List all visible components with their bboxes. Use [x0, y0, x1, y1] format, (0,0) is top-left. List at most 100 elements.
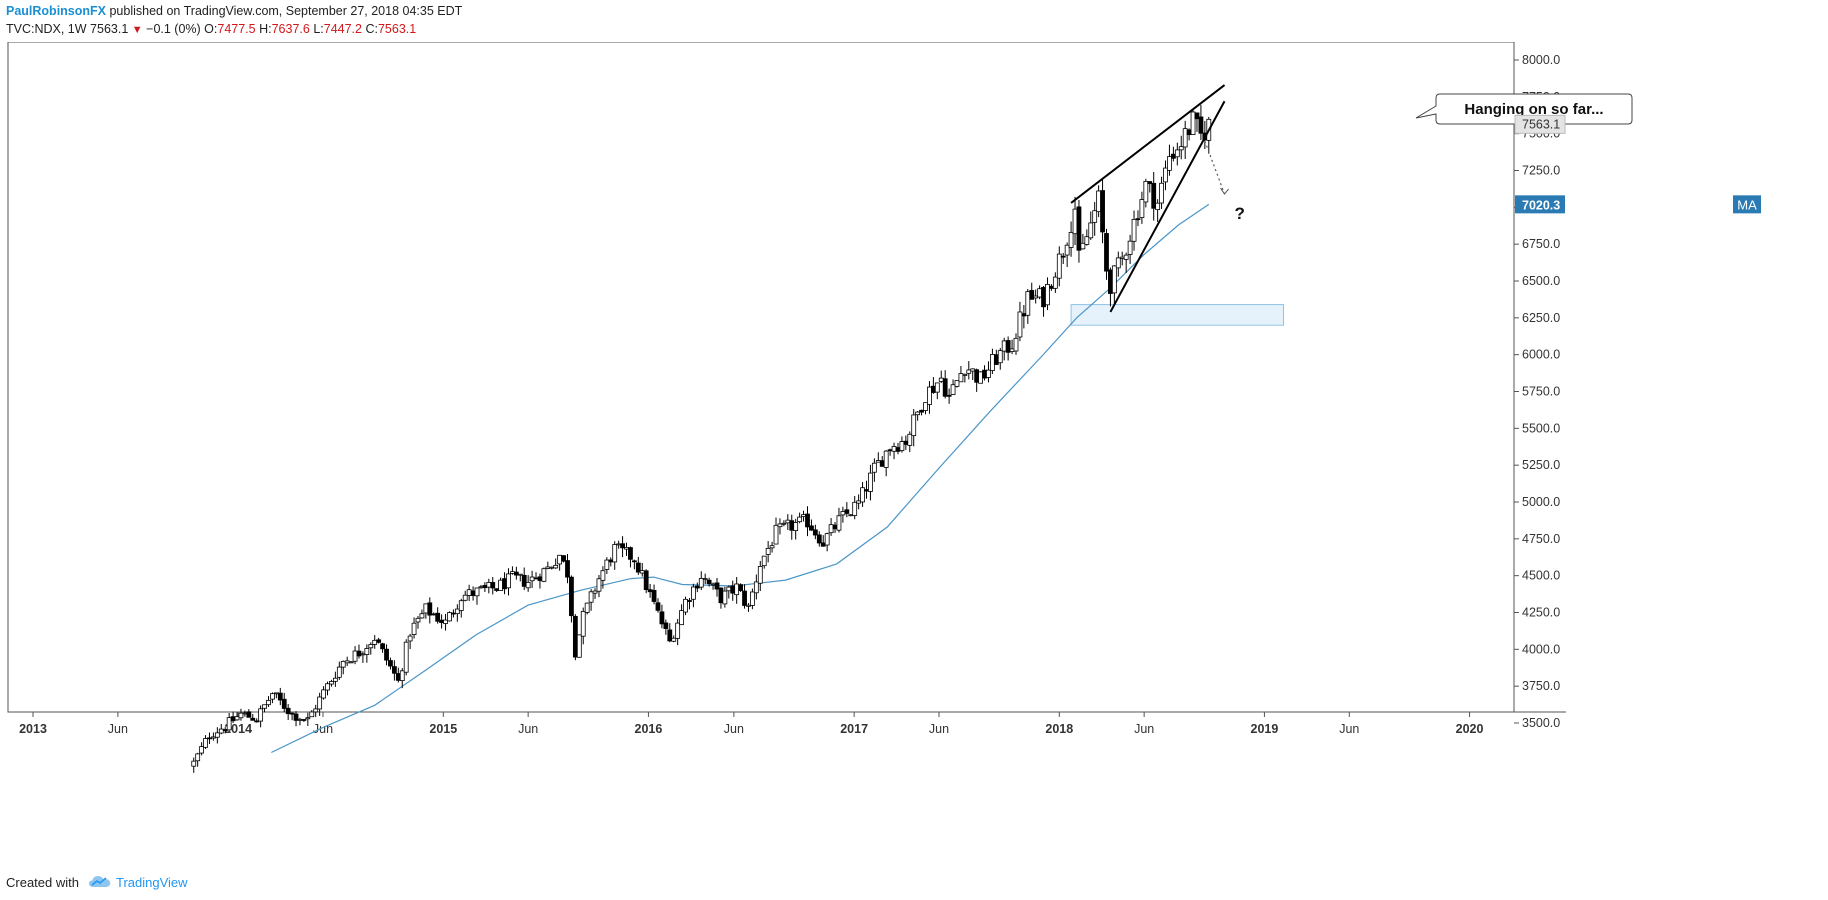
candle-body: [191, 760, 197, 767]
candle-body: [317, 696, 323, 710]
candle-body: [297, 718, 303, 721]
candle: [651, 584, 657, 605]
time-tick-label: Jun: [929, 722, 949, 736]
candle: [1111, 265, 1117, 304]
candle-body: [923, 402, 928, 411]
price-tick-label: 6250.0: [1522, 311, 1560, 325]
candle: [860, 482, 865, 507]
candle-body: [946, 394, 952, 397]
candle-body: [1139, 199, 1145, 218]
candle: [679, 604, 684, 626]
candle-body: [1056, 253, 1062, 279]
candle-body: [639, 570, 645, 574]
wedge-lower-trendline: [1109, 100, 1226, 313]
ma-name-badge: [1733, 195, 1761, 214]
candle: [635, 556, 641, 575]
candle: [620, 536, 625, 558]
candle: [950, 379, 956, 395]
candle: [561, 555, 566, 563]
candle-body: [1076, 206, 1082, 251]
candle: [553, 558, 559, 569]
candle: [734, 577, 740, 604]
candle-body: [199, 746, 205, 754]
time-tick-label: 2019: [1251, 722, 1279, 736]
candle: [1037, 285, 1043, 300]
candle-body: [301, 719, 307, 721]
candle-body: [604, 559, 610, 570]
candle: [340, 660, 346, 675]
candle: [254, 718, 260, 723]
candle-body: [533, 577, 539, 580]
candle: [537, 573, 543, 589]
candle-body: [510, 571, 515, 574]
candle-body: [635, 562, 641, 573]
candle: [242, 710, 248, 717]
candle: [584, 602, 590, 615]
candle: [671, 635, 677, 643]
candle: [612, 541, 618, 570]
candle: [399, 668, 405, 689]
candle: [844, 502, 850, 518]
tradingview-brand-link[interactable]: TradingView: [116, 875, 188, 890]
candle: [372, 635, 378, 649]
candle: [533, 572, 539, 580]
candle: [1151, 171, 1157, 221]
candle-body: [415, 617, 421, 623]
tradingview-cloud-icon[interactable]: [88, 873, 112, 889]
candle: [423, 603, 429, 619]
price-chart[interactable]: 3500.0 3750.0 4000.0 4250.0 4500.0 4750.0 5000…: [0, 42, 1828, 865]
candle: [938, 370, 944, 384]
candle: [738, 583, 744, 593]
candle: [1198, 104, 1204, 141]
candle: [218, 724, 224, 735]
candle: [883, 450, 889, 477]
candle-body: [966, 369, 972, 374]
candlestick-series: [191, 104, 1212, 773]
candle: [199, 742, 205, 756]
candle-body: [781, 522, 787, 525]
created-with-label: Created with: [6, 875, 79, 890]
candle-body: [1151, 182, 1157, 209]
candle: [722, 586, 728, 608]
candle-body: [750, 591, 755, 606]
candle-body: [868, 472, 873, 492]
candle-body: [561, 555, 566, 562]
price-tick-label: 4750.0: [1522, 532, 1560, 546]
open-label: O:: [204, 22, 218, 36]
candle: [439, 614, 445, 629]
candle-body: [1182, 128, 1188, 148]
candle: [765, 541, 771, 563]
candle: [1155, 199, 1161, 223]
time-tick-label: Jun: [724, 722, 744, 736]
candle-body: [451, 612, 456, 615]
symbol-label[interactable]: TVC:NDX, 1W: [6, 22, 87, 36]
candle-body: [687, 600, 692, 602]
candle-body: [824, 533, 830, 546]
candle: [234, 712, 240, 721]
candle: [1182, 120, 1188, 159]
author-link[interactable]: PaulRobinsonFX: [6, 4, 106, 18]
candle: [875, 452, 881, 463]
candle-body: [927, 386, 932, 405]
candle: [1163, 160, 1168, 191]
candle-body: [391, 666, 397, 674]
chart-area[interactable]: 3500.0 3750.0 4000.0 4250.0 4500.0 4750.0 5000…: [0, 42, 1828, 865]
candle: [962, 373, 968, 383]
candle: [289, 712, 295, 721]
candle-body: [679, 610, 684, 626]
candle-body: [435, 612, 441, 622]
candle-body: [938, 377, 944, 382]
candle: [336, 661, 342, 680]
candle: [631, 559, 637, 570]
candle-body: [1060, 255, 1066, 258]
candle: [997, 347, 1003, 370]
candle-body: [883, 450, 889, 468]
candle: [502, 572, 507, 595]
price-tick-label: 3750.0: [1522, 679, 1560, 693]
candle: [565, 554, 570, 584]
candle: [486, 578, 492, 594]
candle: [1045, 277, 1050, 311]
candle: [191, 757, 197, 773]
candle-body: [970, 368, 976, 372]
candle-body: [647, 589, 653, 593]
